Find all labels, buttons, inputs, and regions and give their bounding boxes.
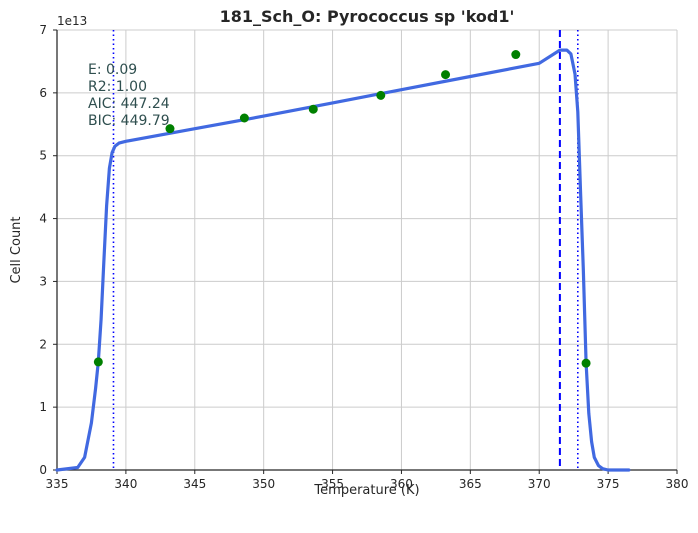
fit-curve — [55, 48, 631, 472]
x-tick-label: 335 — [46, 477, 69, 491]
y-tick-label: 2 — [39, 337, 47, 351]
fit-statistic-label: E: 0.09 — [88, 62, 137, 78]
y-tick-label: 5 — [39, 149, 47, 163]
grid-layer — [57, 29, 678, 470]
data-point — [93, 357, 103, 367]
data-point — [376, 90, 386, 100]
x-tick-label: 340 — [114, 477, 137, 491]
y-tick-label: 4 — [39, 212, 47, 226]
data-point — [239, 113, 249, 123]
data-point — [581, 358, 591, 368]
y-scale-label: 1e13 — [57, 14, 87, 28]
data-point — [308, 104, 318, 114]
x-tick-label: 345 — [183, 477, 206, 491]
y-tick-label: 0 — [39, 463, 47, 477]
x-tick-label: 350 — [252, 477, 275, 491]
data-point — [165, 124, 175, 134]
x-axis-label: Temperature (K) — [313, 483, 419, 498]
x-tick-label: 375 — [597, 477, 620, 491]
fit-statistic-label: R2: 1.00 — [88, 79, 147, 95]
x-tick-label: 380 — [666, 477, 689, 491]
y-tick-label: 6 — [39, 86, 47, 100]
data-point — [441, 70, 451, 80]
data-point — [511, 50, 521, 60]
fit-statistic-label: AIC: 447.24 — [88, 96, 170, 112]
y-tick-label: 1 — [39, 400, 47, 414]
x-tick-label: 370 — [528, 477, 551, 491]
y-axis-label: Cell Count — [9, 216, 24, 283]
x-tick-label: 355 — [321, 477, 344, 491]
y-tick-label: 7 — [39, 23, 47, 37]
x-tick-label: 365 — [459, 477, 482, 491]
x-tick-label: 360 — [390, 477, 413, 491]
series-layer — [55, 48, 631, 472]
chart-title: 181_Sch_O: Pyrococcus sp 'kod1' — [220, 7, 515, 26]
y-tick-label: 3 — [39, 274, 47, 288]
fit-statistic-label: BIC: 449.79 — [88, 113, 170, 129]
vline-layer — [112, 30, 579, 470]
